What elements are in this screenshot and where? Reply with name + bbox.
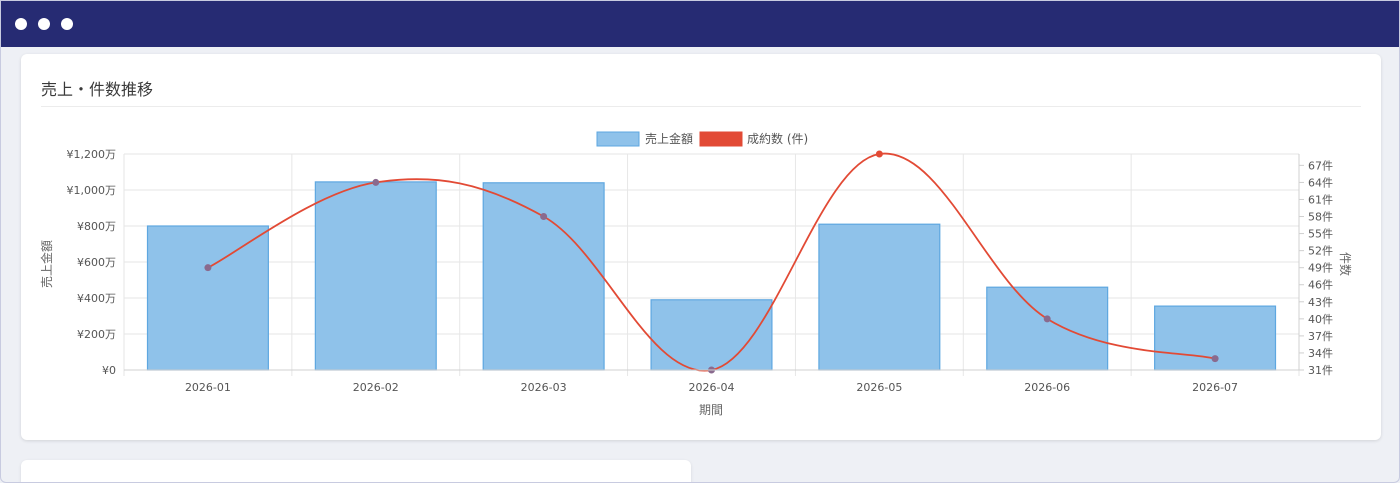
- bar-2026-03: [482, 182, 605, 371]
- bar-2026-01: [146, 225, 269, 371]
- window-control-dot[interactable]: [61, 18, 73, 30]
- bar-2026-06: [986, 286, 1109, 371]
- line-point-2026-01: [204, 264, 212, 272]
- chart-card: 売上・件数推移 ¥0 ¥200万 ¥400万 ¥600万 ¥800万 ¥1,000万 ¥1,…: [21, 54, 1381, 440]
- legend-label-bar: 売上金額: [645, 131, 693, 146]
- x-tick-label: 2026-07: [1192, 381, 1238, 394]
- secondary-card: [21, 460, 691, 482]
- window-titlebar: [1, 1, 1399, 47]
- line-point-2026-02: [372, 178, 380, 186]
- y-right-tick-label: 37件: [1308, 330, 1333, 343]
- y-right-tick-label: 40件: [1308, 313, 1333, 326]
- x-tick-label: 2026-03: [521, 381, 567, 394]
- line-point-2026-07: [1211, 355, 1219, 363]
- x-tick-label: 2026-02: [353, 381, 399, 394]
- y-right-tick-label: 61件: [1308, 193, 1333, 206]
- y-right-tick-label: 34件: [1308, 347, 1333, 360]
- legend-swatch-bar: [596, 131, 640, 147]
- y-left-tick-label: ¥400万: [77, 292, 116, 305]
- y-left-tick-label: ¥0: [102, 364, 116, 377]
- x-tick-label: 2026-06: [1024, 381, 1070, 394]
- bar-2026-05: [818, 223, 941, 371]
- x-tick-label: 2026-04: [689, 381, 735, 394]
- x-tick-label: 2026-05: [856, 381, 902, 394]
- y-right-tick-label: 49件: [1308, 262, 1333, 275]
- card-title: 売上・件数推移: [41, 80, 154, 99]
- window-control-dot[interactable]: [38, 18, 50, 30]
- y-right-tick-label: 55件: [1308, 228, 1333, 241]
- y-left-tick-label: ¥800万: [77, 220, 116, 233]
- axis-layer: ¥0 ¥200万 ¥400万 ¥600万 ¥800万 ¥1,000万 ¥1,200万 31件 3…: [67, 148, 1334, 394]
- y-right-tick-label: 67件: [1308, 159, 1333, 172]
- y-right-tick-label: 31件: [1308, 364, 1333, 377]
- y-right-tick-label: 46件: [1308, 279, 1333, 292]
- y-right-tick-label: 64件: [1308, 176, 1333, 189]
- legend-swatch-line: [699, 131, 743, 147]
- sales-count-chart: ¥0 ¥200万 ¥400万 ¥600万 ¥800万 ¥1,000万 ¥1,200万 31件 3…: [39, 131, 1353, 417]
- legend[interactable]: 売上金額 成約数 (件): [596, 131, 808, 147]
- line-point-2026-06: [1043, 315, 1051, 323]
- x-tick-label: 2026-01: [185, 381, 231, 394]
- line-series-path: [207, 152, 1216, 372]
- bars-layer: [146, 181, 1277, 371]
- x-axis-title: 期間: [699, 403, 723, 417]
- legend-label-line: 成約数 (件): [747, 131, 808, 146]
- y-right-tick-label: 58件: [1308, 211, 1333, 224]
- y-left-tick-label: ¥200万: [77, 328, 116, 341]
- y-right-tick-label: 52件: [1308, 245, 1333, 258]
- line-point-2026-05: [875, 150, 883, 158]
- window-control-dot[interactable]: [15, 18, 27, 30]
- y-left-tick-label: ¥1,000万: [67, 184, 117, 197]
- bar-2026-02: [314, 181, 437, 371]
- y-left-tick-label: ¥600万: [77, 256, 116, 269]
- y-axis-left-title: 売上金額: [39, 240, 54, 288]
- line-layer: [204, 150, 1219, 374]
- card-divider: [41, 106, 1361, 107]
- y-axis-right-title: 件数: [1338, 252, 1353, 276]
- line-point-2026-03: [540, 213, 548, 221]
- y-right-tick-label: 43件: [1308, 296, 1333, 309]
- y-left-tick-label: ¥1,200万: [67, 148, 117, 161]
